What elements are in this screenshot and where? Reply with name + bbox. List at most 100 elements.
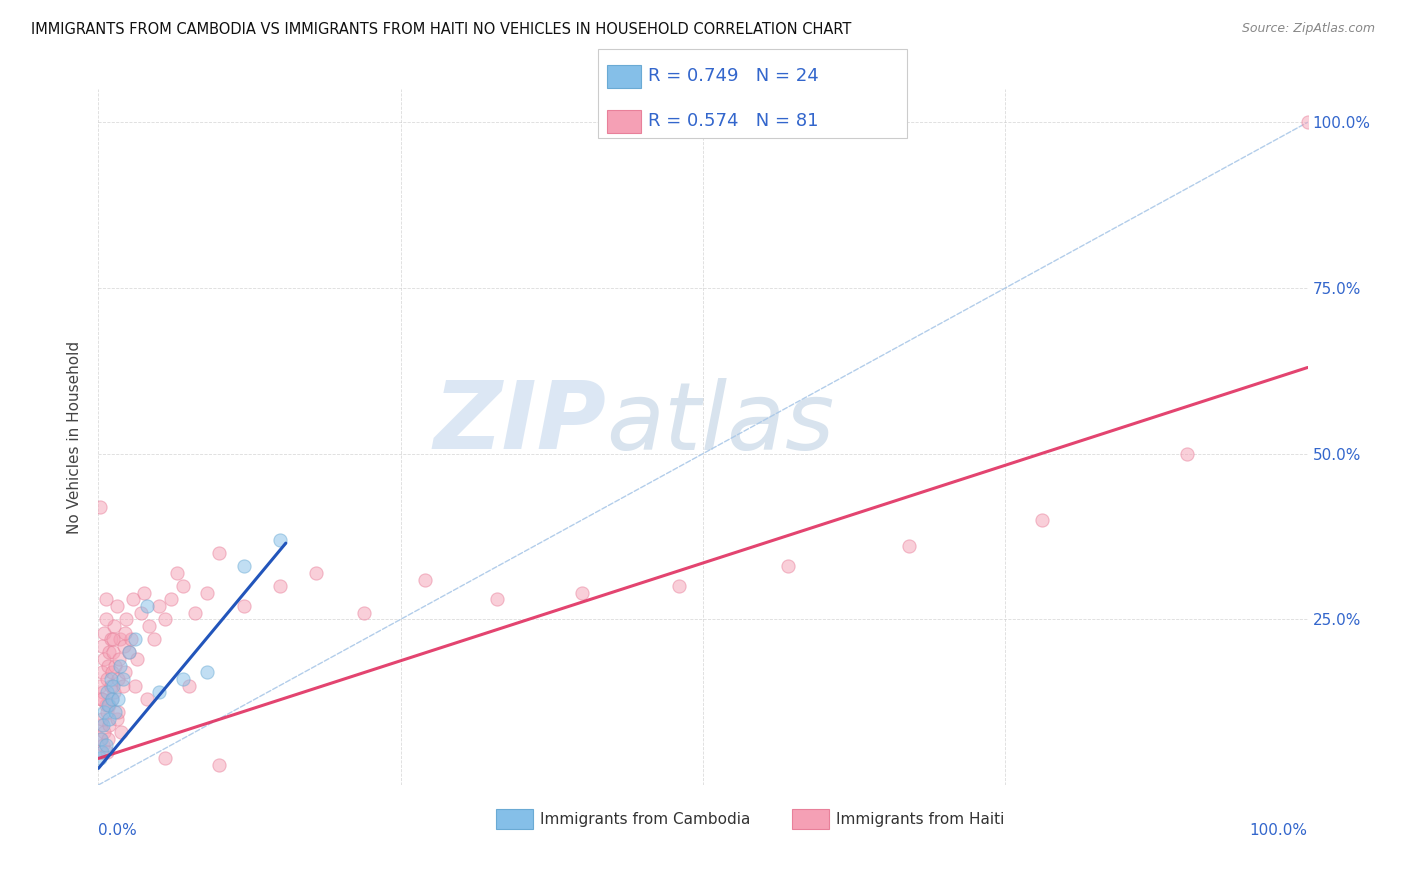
FancyBboxPatch shape	[496, 809, 533, 829]
Point	[166, 566, 188, 580]
Point	[103, 619, 125, 633]
Point	[96, 705, 118, 719]
Point	[111, 672, 134, 686]
Point	[91, 691, 114, 706]
Point	[105, 712, 128, 726]
Point	[135, 691, 157, 706]
Point	[101, 632, 124, 647]
Point	[96, 745, 118, 759]
Point	[108, 632, 131, 647]
Point	[153, 612, 176, 626]
Point	[305, 566, 328, 580]
Point	[115, 612, 138, 626]
Point	[89, 731, 111, 746]
Point	[208, 546, 231, 560]
Point	[114, 625, 136, 640]
Point	[148, 685, 170, 699]
Point	[112, 639, 135, 653]
Point	[100, 665, 122, 680]
Point	[143, 632, 166, 647]
Point	[184, 606, 207, 620]
Point	[91, 745, 114, 759]
Point	[100, 691, 122, 706]
Point	[100, 672, 122, 686]
Point	[571, 586, 593, 600]
Point	[486, 592, 509, 607]
Point	[98, 712, 121, 726]
Point	[96, 672, 118, 686]
Point	[129, 606, 152, 620]
Point	[104, 705, 127, 719]
Point	[91, 639, 114, 653]
Point	[135, 599, 157, 613]
Text: IMMIGRANTS FROM CAMBODIA VS IMMIGRANTS FROM HAITI NO VEHICLES IN HOUSEHOLD CORRE: IMMIGRANTS FROM CAMBODIA VS IMMIGRANTS F…	[31, 22, 851, 37]
Point	[353, 606, 375, 620]
Text: R = 0.574   N = 81: R = 0.574 N = 81	[648, 112, 818, 130]
Point	[208, 758, 231, 772]
Point	[94, 698, 117, 713]
Point	[118, 645, 141, 659]
Point	[91, 718, 114, 732]
Point	[97, 698, 120, 713]
Text: Immigrants from Cambodia: Immigrants from Cambodia	[540, 812, 751, 827]
Point	[104, 658, 127, 673]
Point	[94, 592, 117, 607]
Point	[89, 679, 111, 693]
Point	[101, 679, 124, 693]
Point	[91, 712, 114, 726]
Point	[101, 645, 124, 659]
Point	[94, 738, 117, 752]
Point	[148, 599, 170, 613]
Point	[108, 652, 131, 666]
Point	[232, 599, 254, 613]
Point	[269, 579, 291, 593]
Text: Immigrants from Haiti: Immigrants from Haiti	[837, 812, 1004, 827]
Point	[90, 731, 112, 746]
Point	[91, 685, 114, 699]
Point	[94, 612, 117, 626]
Point	[195, 665, 218, 680]
Point	[100, 679, 122, 693]
Point	[134, 586, 156, 600]
Point	[1296, 115, 1319, 129]
Point	[108, 658, 131, 673]
Point	[776, 559, 799, 574]
Point	[100, 632, 122, 647]
Point	[110, 725, 132, 739]
Point	[97, 658, 120, 673]
Point	[122, 592, 145, 607]
Point	[160, 592, 183, 607]
Point	[93, 652, 115, 666]
Point	[98, 698, 121, 713]
Point	[97, 731, 120, 746]
Point	[232, 559, 254, 574]
Point	[107, 691, 129, 706]
Point	[668, 579, 690, 593]
Point	[413, 573, 436, 587]
Point	[89, 751, 111, 765]
Point	[103, 685, 125, 699]
Point	[153, 751, 176, 765]
FancyBboxPatch shape	[793, 809, 828, 829]
Point	[105, 599, 128, 613]
Text: atlas: atlas	[606, 377, 835, 468]
Point	[172, 672, 194, 686]
Point	[89, 500, 111, 514]
Point	[93, 705, 115, 719]
Point	[1175, 447, 1198, 461]
Point	[98, 645, 121, 659]
Point	[127, 652, 149, 666]
Y-axis label: No Vehicles in Household: No Vehicles in Household	[67, 341, 83, 533]
Point	[269, 533, 291, 547]
Point	[124, 632, 146, 647]
Text: Source: ZipAtlas.com: Source: ZipAtlas.com	[1241, 22, 1375, 36]
Point	[107, 672, 129, 686]
Point	[118, 645, 141, 659]
Point	[897, 540, 920, 554]
Point	[90, 718, 112, 732]
Point	[91, 665, 114, 680]
Point	[98, 718, 121, 732]
Point	[120, 632, 142, 647]
Point	[1031, 513, 1053, 527]
Text: 0.0%: 0.0%	[98, 823, 138, 838]
